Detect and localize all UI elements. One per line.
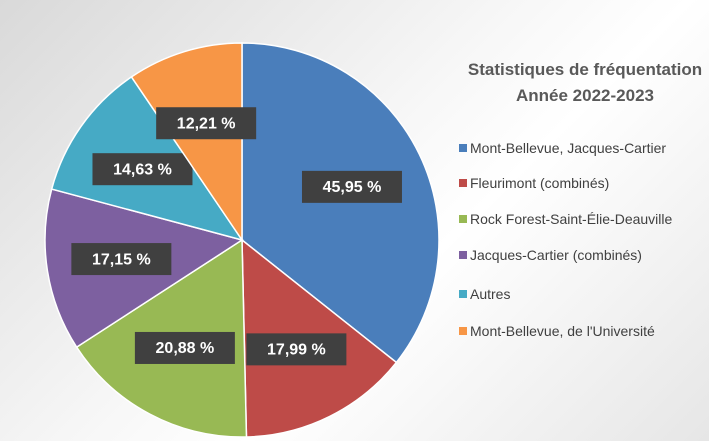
legend-label: Autres xyxy=(470,286,511,302)
legend-entry: Rock Forest-Saint-Élie-Deauville xyxy=(459,211,680,228)
data-label: 17,99 % xyxy=(267,342,326,359)
data-label: 45,95 % xyxy=(323,179,382,196)
data-label: 12,21 % xyxy=(177,115,236,132)
legend-label: Mont-Bellevue, Jacques-Cartier xyxy=(470,140,667,156)
data-label: 14,63 % xyxy=(113,161,172,178)
data-label-box xyxy=(92,153,193,186)
data-label: 20,88 % xyxy=(156,340,215,357)
data-label-box xyxy=(134,331,235,364)
legend-entry: Mont-Bellevue, Jacques-Cartier xyxy=(459,140,680,157)
legend-label: Mont-Bellevue, de l'Université xyxy=(470,323,655,339)
legend-swatch xyxy=(459,179,467,187)
data-label-box xyxy=(71,243,172,276)
legend-label: Jacques-Cartier (combinés) xyxy=(470,247,642,263)
data-label-box xyxy=(301,170,402,203)
legend-entry: Autres xyxy=(459,286,680,303)
legend-label: Fleurimont (combinés) xyxy=(470,175,610,191)
pie-slice xyxy=(130,42,243,243)
legend-entry: Fleurimont (combinés) xyxy=(459,175,680,192)
legend-entry: Jacques-Cartier (combinés) xyxy=(459,247,680,264)
legend-swatch xyxy=(459,144,467,152)
legend-swatch xyxy=(459,327,467,335)
data-label-box xyxy=(246,333,347,366)
legend-swatch xyxy=(459,215,467,223)
data-label-box xyxy=(156,107,257,140)
legend-entry: Mont-Bellevue, de l'Université xyxy=(459,323,680,340)
chart-subtitle: Année 2022-2023 xyxy=(516,86,654,105)
chart-title: Statistiques de fréquentation xyxy=(467,60,703,79)
legend-label: Rock Forest-Saint-Élie-Deauville xyxy=(470,211,673,227)
data-label: 17,15 % xyxy=(92,251,151,268)
legend-swatch xyxy=(459,290,467,298)
legend-swatch xyxy=(459,251,467,259)
